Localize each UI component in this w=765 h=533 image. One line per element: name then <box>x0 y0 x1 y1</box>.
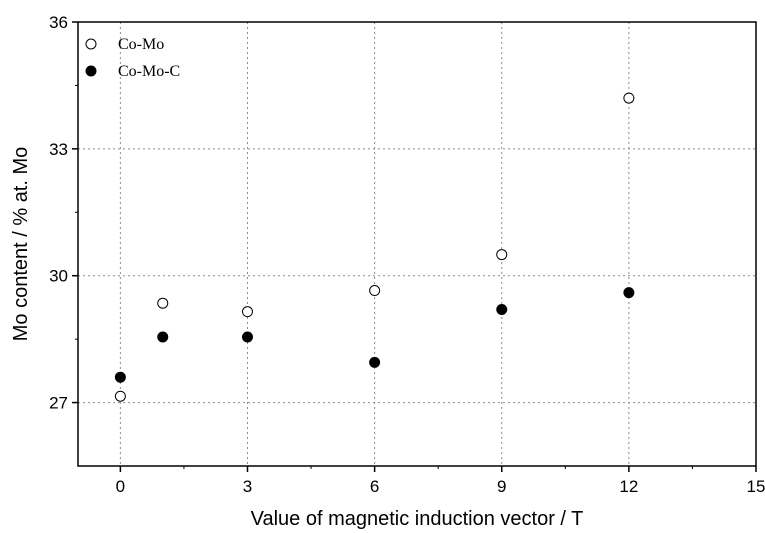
data-point <box>242 306 253 318</box>
data-point <box>623 287 635 299</box>
legend: Co-Mo Co-Mo-C <box>85 36 180 80</box>
legend-marker-co-mo-c <box>85 65 97 77</box>
y-axis-title: Mo content / % at. Mo <box>10 147 32 342</box>
data-point <box>623 92 635 104</box>
plot-area-frame <box>77 21 757 467</box>
data-point <box>114 390 126 402</box>
x-tick-label: 9 <box>497 477 506 496</box>
x-tick-label: 3 <box>243 477 252 496</box>
series-co-mo-c <box>114 287 635 383</box>
y-tick-label: 30 <box>49 267 68 286</box>
y-tick-label: 36 <box>49 13 68 32</box>
data-point <box>496 249 508 261</box>
legend-label-co-mo: Co-Mo <box>118 36 164 53</box>
x-tick-label: 6 <box>370 477 379 496</box>
grid-lines <box>78 22 756 466</box>
x-tick-label: 12 <box>619 477 638 496</box>
data-point <box>242 331 253 343</box>
data-point <box>496 304 508 316</box>
y-tick-label: 33 <box>49 140 68 159</box>
legend-label-co-mo-c: Co-Mo-C <box>118 63 180 80</box>
legend-marker-co-mo <box>85 38 97 50</box>
y-tick-label: 27 <box>49 394 68 413</box>
x-tick-label: 0 <box>116 477 125 496</box>
data-point <box>157 297 169 309</box>
data-series <box>114 92 635 402</box>
data-point <box>157 331 169 343</box>
data-point <box>369 285 381 297</box>
series-co-mo <box>114 92 635 402</box>
x-tick-label: 15 <box>747 477 765 496</box>
x-axis-title: Value of magnetic induction vector / T <box>251 508 584 530</box>
data-point <box>114 371 126 383</box>
data-point <box>369 356 381 368</box>
